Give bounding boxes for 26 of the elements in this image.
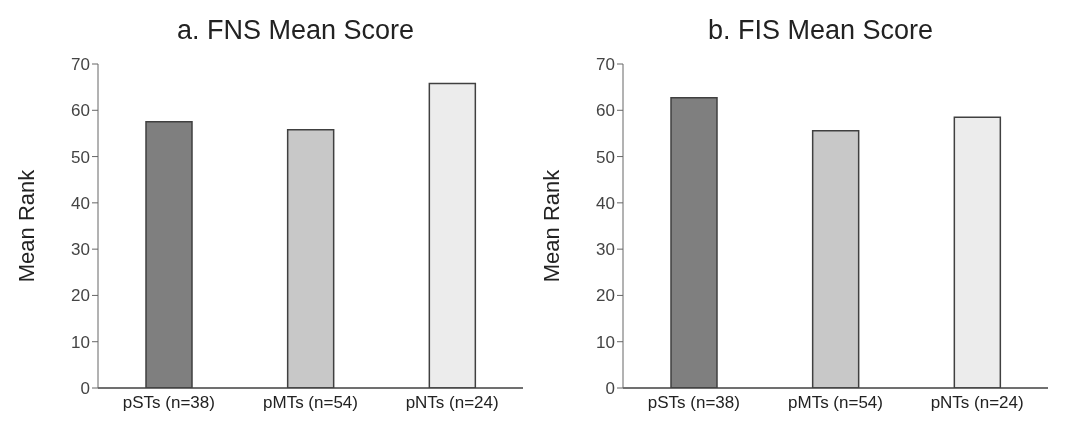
x-tick-label: pSTs (n=38) [647,393,740,413]
y-tick-label: 70 [596,55,615,75]
y-tick-label: 20 [71,286,90,306]
y-tick-label: 10 [596,332,615,352]
y-tick-label: 0 [80,379,90,399]
y-tick-label: 50 [71,147,90,167]
y-tick-label: 30 [596,240,615,260]
y-tick-label: 30 [71,240,90,260]
y-tick-label: 40 [596,193,615,213]
y-tick-label: 60 [596,101,615,121]
x-tick-label: pMTs (n=54) [263,393,358,413]
y-tick-label: 10 [71,332,90,352]
x-tick-label: pNTs (n=24) [405,393,499,413]
y-tick-label: 0 [605,379,615,399]
chart-title: b. FIS Mean Score [706,14,935,47]
y-axis-title: Mean Rank [538,168,564,283]
y-tick-label: 70 [71,55,90,75]
x-tick-label: pMTs (n=54) [788,393,883,413]
y-tick-label: 40 [71,193,90,213]
y-tick-label: 60 [71,101,90,121]
y-tick-label: 50 [596,147,615,167]
y-axis-title: Mean Rank [13,168,39,283]
chart-title: a. FNS Mean Score [175,14,416,47]
y-tick-label: 20 [596,286,615,306]
x-tick-label: pSTs (n=38) [122,393,215,413]
x-tick-label: pNTs (n=24) [930,393,1024,413]
